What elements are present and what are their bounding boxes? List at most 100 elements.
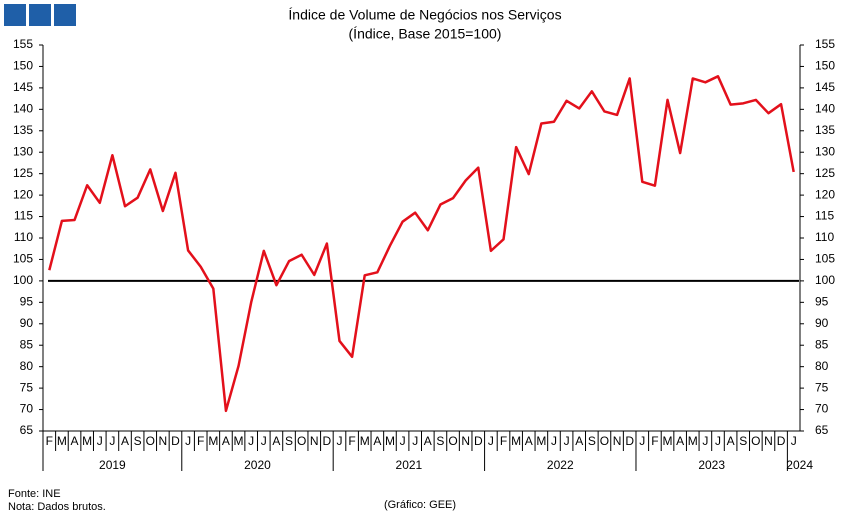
x-tick-label: F (197, 434, 204, 448)
x-tick-label: N (159, 434, 168, 448)
x-tick-label: O (600, 434, 609, 448)
x-tick-label: M (536, 434, 546, 448)
y2-tick-label: 125 (815, 166, 835, 180)
x-tick-label: S (134, 434, 142, 448)
x-tick-label: F (46, 434, 53, 448)
y2-tick-label: 130 (815, 144, 835, 158)
x-tick-label: S (285, 434, 293, 448)
credit: (Gráfico: GEE) (384, 499, 456, 511)
logo-block (54, 4, 76, 26)
y2-tick-label: 155 (815, 37, 835, 51)
x-tick-label: M (234, 434, 244, 448)
y-tick-label: 95 (20, 295, 34, 309)
y-tick-label: 140 (13, 102, 33, 116)
y2-tick-label: 95 (815, 295, 829, 309)
y-tick-label: 145 (13, 80, 33, 94)
y-tick-label: 90 (20, 316, 34, 330)
note: Nota: Dados brutos. (8, 501, 106, 513)
x-tick-label: M (511, 434, 521, 448)
y-tick-label: 115 (14, 209, 33, 223)
x-tick-label: J (336, 434, 342, 448)
x-tick-label: J (109, 434, 115, 448)
x-tick-label: N (461, 434, 470, 448)
x-tick-label: J (412, 434, 418, 448)
y-tick-label: 130 (13, 144, 33, 158)
y-tick-label: 85 (20, 337, 34, 351)
y2-tick-label: 105 (815, 252, 835, 266)
x-tick-label: J (791, 434, 797, 448)
y-tick-label: 105 (13, 252, 33, 266)
x-tick-label: F (500, 434, 507, 448)
x-tick-label: O (297, 434, 306, 448)
y2-tick-label: 75 (815, 380, 829, 394)
x-tick-label: F (348, 434, 355, 448)
x-tick-label: J (400, 434, 406, 448)
series-line (48, 75, 795, 413)
y2-tick-label: 70 (815, 402, 829, 416)
x-tick-label: S (588, 434, 596, 448)
y2-tick-label: 145 (815, 80, 835, 94)
y2-tick-label: 150 (815, 59, 835, 73)
x-tick-label: O (751, 434, 760, 448)
x-tick-label: M (208, 434, 218, 448)
chart-subtitle: (Índice, Base 2015=100) (349, 26, 502, 42)
x-tick-label: J (551, 434, 557, 448)
x-tick-label: J (261, 434, 267, 448)
x-tick-label: J (488, 434, 494, 448)
year-label: 2021 (396, 458, 423, 472)
logo-block (29, 4, 51, 26)
x-tick-label: S (739, 434, 747, 448)
y2-tick-label: 85 (815, 337, 829, 351)
x-tick-label: N (310, 434, 319, 448)
year-label: 2022 (547, 458, 574, 472)
y2-tick-label: 120 (815, 187, 835, 201)
x-tick-label: A (121, 434, 129, 448)
x-tick-label: J (248, 434, 254, 448)
y-tick-label: 65 (20, 423, 34, 437)
x-tick-label: D (323, 434, 332, 448)
y-tick-label: 75 (20, 380, 34, 394)
x-tick-label: A (272, 434, 280, 448)
x-tick-label: S (436, 434, 444, 448)
y-tick-label: 80 (20, 359, 34, 373)
x-tick-label: A (424, 434, 432, 448)
x-tick-label: O (448, 434, 457, 448)
y-tick-label: 155 (13, 37, 33, 51)
x-tick-label: A (222, 434, 230, 448)
y2-tick-label: 100 (815, 273, 835, 287)
x-tick-label: M (82, 434, 92, 448)
year-label: 2019 (99, 458, 126, 472)
y-tick-label: 135 (13, 123, 33, 137)
x-tick-label: A (71, 434, 79, 448)
source: Fonte: INE (8, 488, 61, 500)
x-tick-label: M (688, 434, 698, 448)
x-tick-label: A (525, 434, 533, 448)
x-tick-label: A (575, 434, 583, 448)
y2-tick-label: 140 (815, 102, 835, 116)
x-tick-label: M (360, 434, 370, 448)
x-tick-label: J (639, 434, 645, 448)
x-tick-label: F (651, 434, 658, 448)
x-tick-label: J (715, 434, 721, 448)
year-label: 2023 (698, 458, 725, 472)
x-tick-label: A (373, 434, 381, 448)
x-tick-label: A (676, 434, 684, 448)
year-label: 2020 (244, 458, 271, 472)
x-tick-label: A (727, 434, 735, 448)
logo-block (4, 4, 26, 26)
y2-tick-label: 65 (815, 423, 829, 437)
y-tick-label: 110 (14, 230, 33, 244)
x-tick-label: M (663, 434, 673, 448)
x-tick-label: D (474, 434, 483, 448)
x-tick-label: J (185, 434, 191, 448)
x-tick-label: D (171, 434, 180, 448)
y2-tick-label: 115 (815, 209, 834, 223)
x-tick-label: N (613, 434, 622, 448)
x-tick-label: N (764, 434, 773, 448)
x-tick-label: M (385, 434, 395, 448)
x-tick-label: J (564, 434, 570, 448)
x-tick-label: D (625, 434, 634, 448)
y-tick-label: 150 (13, 59, 33, 73)
y2-tick-label: 135 (815, 123, 835, 137)
